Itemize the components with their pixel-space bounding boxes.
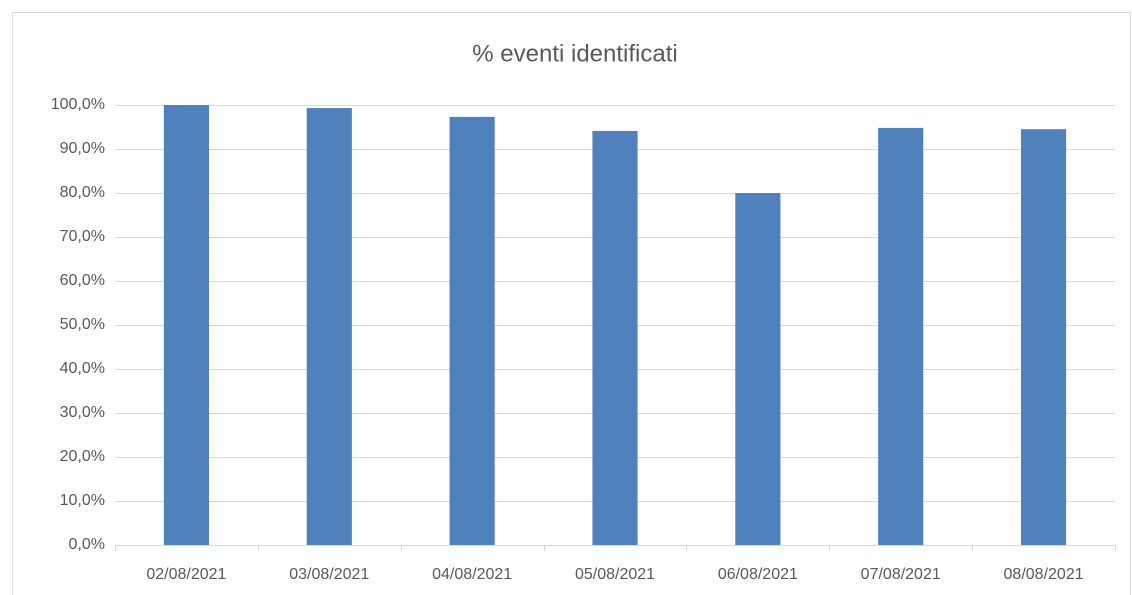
- x-tick-label: 04/08/2021: [432, 566, 512, 583]
- bar: [306, 108, 352, 545]
- bar: [735, 193, 781, 545]
- bar: [163, 105, 209, 545]
- x-tick-label: 06/08/2021: [718, 566, 798, 583]
- x-tick-label: 03/08/2021: [289, 566, 369, 583]
- y-tick-label: 70,0%: [60, 228, 105, 245]
- y-tick-label: 90,0%: [60, 140, 105, 157]
- x-tick-label: 02/08/2021: [146, 566, 226, 583]
- x-tick-label: 07/08/2021: [861, 566, 941, 583]
- y-tick-label: 100,0%: [51, 96, 105, 113]
- chart-title: % eventi identificati: [472, 40, 677, 67]
- bar: [592, 130, 638, 545]
- y-tick-label: 80,0%: [60, 184, 105, 201]
- y-tick-label: 0,0%: [69, 536, 105, 553]
- bar: [878, 127, 924, 545]
- bar: [1021, 129, 1067, 545]
- x-tick-label: 08/08/2021: [1004, 566, 1084, 583]
- y-tick-label: 60,0%: [60, 272, 105, 289]
- y-tick-label: 50,0%: [60, 316, 105, 333]
- y-tick-label: 40,0%: [60, 360, 105, 377]
- y-tick-label: 30,0%: [60, 404, 105, 421]
- y-tick-label: 10,0%: [60, 492, 105, 509]
- y-tick-label: 20,0%: [60, 448, 105, 465]
- bar: [449, 116, 495, 545]
- x-tick-label: 05/08/2021: [575, 566, 655, 583]
